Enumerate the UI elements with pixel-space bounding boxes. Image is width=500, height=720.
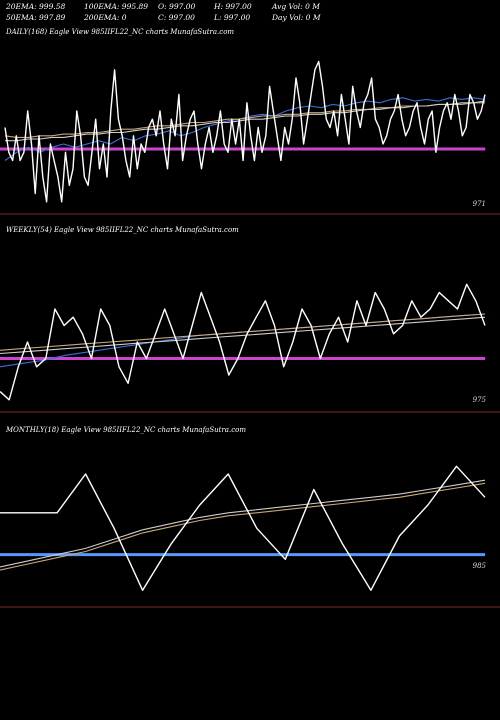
ema20-value: 20EMA: 999.58: [6, 2, 66, 11]
weekly-chart-title: WEEKLY(54) Eagle View 985IIFL22_NC chart…: [6, 226, 239, 234]
ema200-value: 200EMA: 0: [84, 13, 127, 22]
daily-chart: [0, 60, 500, 215]
ema-line: [0, 479, 486, 568]
ema-line: [5, 100, 486, 142]
header: 20EMA: 999.58 100EMA: 995.89 O: 997.00 H…: [6, 2, 496, 24]
avg-vol-value: Avg Vol: 0 M: [272, 2, 320, 11]
ema50-value: 50EMA: 997.89: [6, 13, 66, 22]
daily-price-label: 971: [472, 200, 486, 208]
low-value: L: 997.00: [214, 13, 251, 22]
open-value: O: 997.00: [158, 2, 196, 11]
day-vol-value: Day Vol: 0 M: [272, 13, 321, 22]
monthly-chart-title: MONTHLY(18) Eagle View 985IIFL22_NC char…: [6, 426, 246, 434]
monthly-price-label: 985: [472, 562, 486, 570]
price-line: [4, 60, 486, 203]
price-line: [0, 465, 486, 592]
ema-line: [4, 97, 486, 161]
ema-line: [0, 482, 486, 571]
ema100-value: 100EMA: 995.89: [84, 2, 149, 11]
weekly-chart: [0, 283, 500, 413]
daily-chart-title: DAILY(168) Eagle View 985IIFL22_NC chart…: [6, 28, 235, 36]
price-line: [0, 283, 486, 401]
monthly-chart: [0, 465, 500, 608]
weekly-price-label: 975: [472, 396, 486, 404]
high-value: H: 997.00: [214, 2, 252, 11]
close-value: C: 997.00: [158, 13, 195, 22]
ema-line: [4, 102, 485, 138]
